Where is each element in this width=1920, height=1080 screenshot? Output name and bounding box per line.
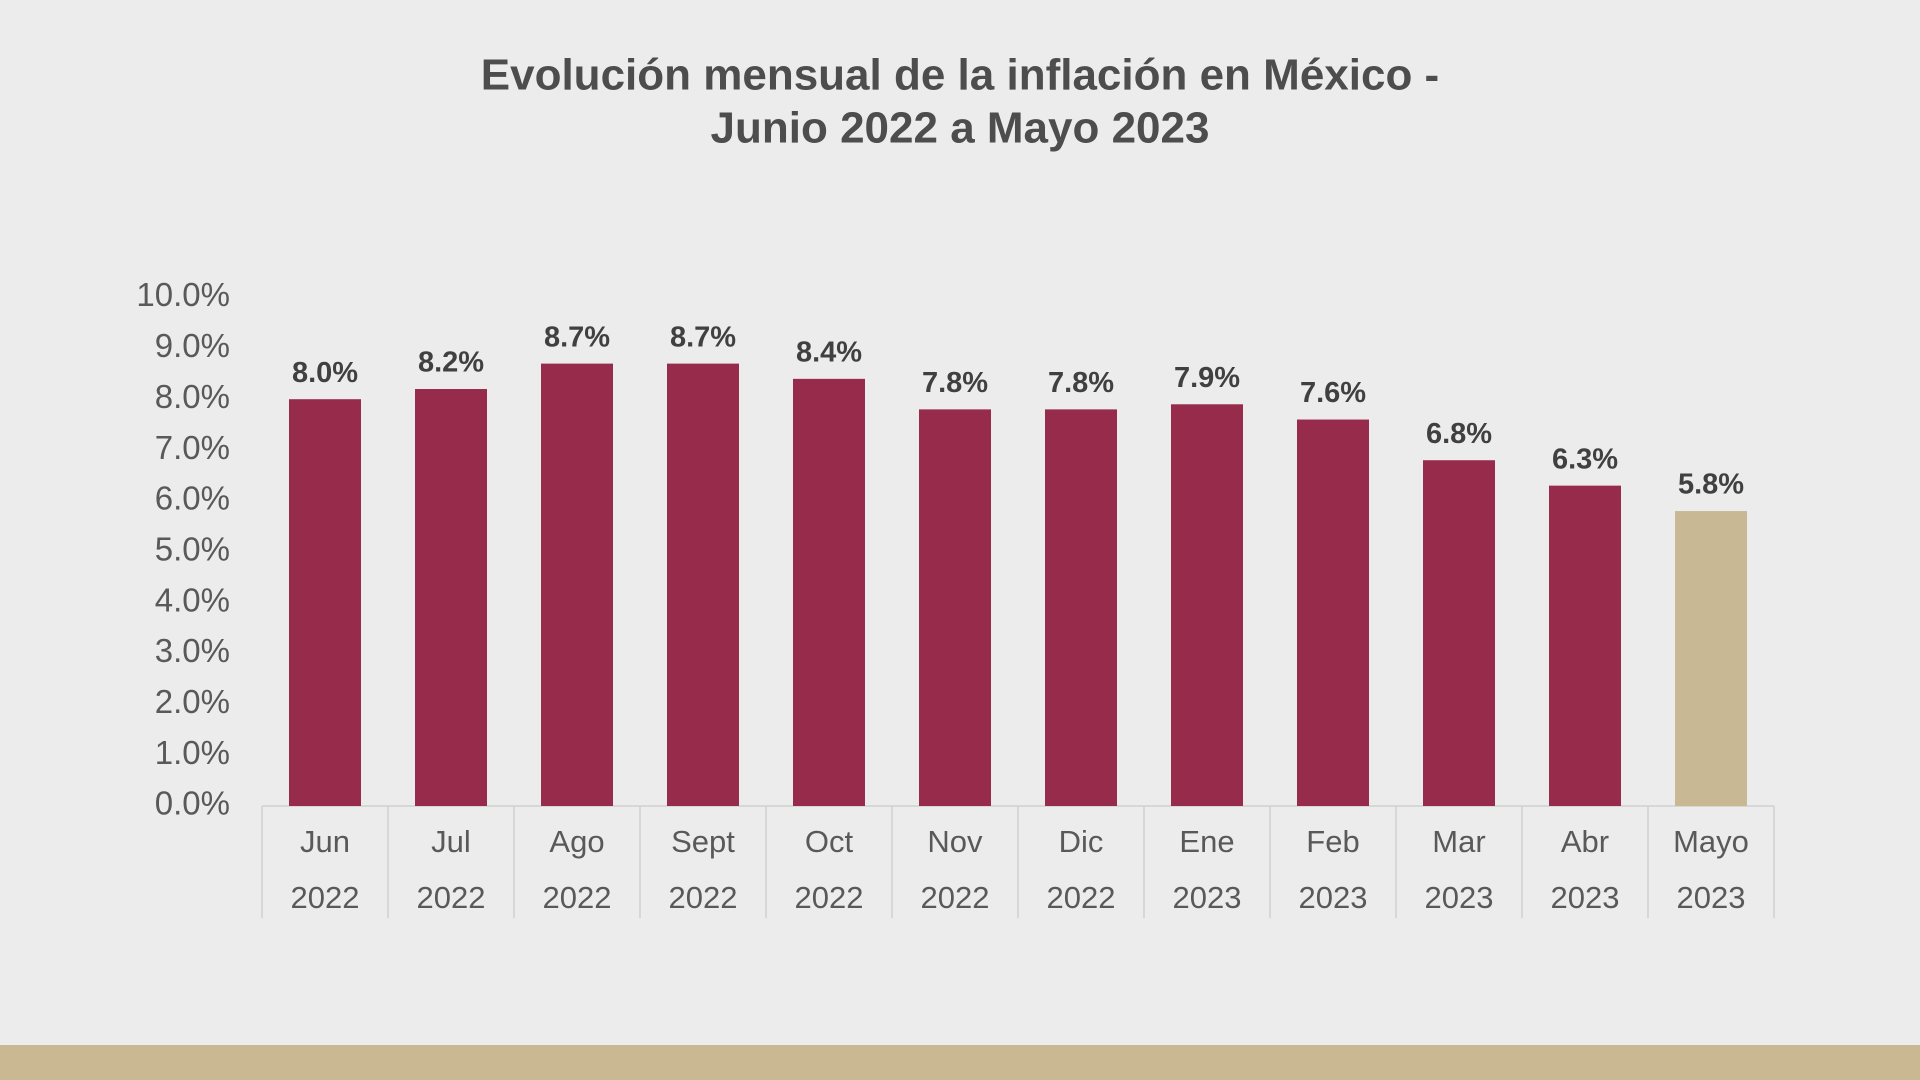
x-tick-label: 2023 [1173,880,1242,915]
x-tick-label: 2023 [1425,880,1494,915]
x-tick-label: Nov [927,824,983,859]
chart-title: Evolución mensual de la inflación en Méx… [481,51,1439,100]
value-label: 6.8% [1426,418,1492,450]
bar [1171,404,1243,806]
x-tick-label: 2022 [921,880,990,915]
chart-title: Junio 2022 a Mayo 2023 [711,104,1210,153]
value-label: 7.8% [922,367,988,399]
value-label: 6.3% [1552,443,1618,475]
value-label: 5.8% [1678,469,1744,501]
x-tick-label: Ene [1179,824,1234,859]
x-tick-label: Mayo [1673,824,1749,859]
value-label: 8.2% [418,347,484,379]
bar [1423,460,1495,806]
value-label: 7.9% [1174,362,1240,394]
x-tick-label: Jul [431,824,471,859]
x-tick-label: 2023 [1299,880,1368,915]
value-label: 8.4% [796,337,862,369]
x-tick-label: 2022 [417,880,486,915]
footer-band [0,1045,1920,1080]
x-tick-label: Sept [671,824,735,859]
y-tick-label: 9.0% [155,327,230,364]
y-tick-label: 3.0% [155,632,230,669]
bar [1675,511,1747,806]
x-tick-label: Ago [549,824,604,859]
y-tick-label: 8.0% [155,378,230,415]
bar [415,389,487,806]
x-tick-label: Oct [805,824,854,859]
x-tick-label: 2023 [1551,880,1620,915]
y-tick-label: 1.0% [155,734,230,771]
bar [919,409,991,806]
bar [541,363,613,806]
x-tick-label: Jun [300,824,350,859]
x-tick-label: 2022 [795,880,864,915]
y-tick-label: 7.0% [155,429,230,466]
x-tick-label: 2022 [1047,880,1116,915]
y-tick-label: 0.0% [155,785,230,822]
bar [1045,409,1117,806]
value-label: 7.8% [1048,367,1114,399]
x-tick-label: Dic [1059,824,1104,859]
y-tick-label: 10.0% [136,276,230,313]
bar [1549,485,1621,806]
value-label: 7.6% [1300,377,1366,409]
bar [667,363,739,806]
y-tick-label: 6.0% [155,480,230,517]
y-tick-label: 5.0% [155,530,230,567]
x-tick-label: Abr [1561,824,1609,859]
bar [793,378,865,806]
value-label: 8.0% [292,357,358,389]
bar [289,399,361,806]
y-tick-label: 2.0% [155,683,230,720]
x-tick-label: 2022 [291,880,360,915]
x-tick-label: 2023 [1677,880,1746,915]
x-tick-label: Mar [1432,824,1485,859]
x-tick-label: Feb [1306,824,1359,859]
x-tick-label: 2022 [669,880,738,915]
value-label: 8.7% [670,321,736,353]
value-label: 8.7% [544,321,610,353]
x-tick-label: 2022 [543,880,612,915]
y-tick-label: 4.0% [155,581,230,618]
bar [1297,419,1369,806]
